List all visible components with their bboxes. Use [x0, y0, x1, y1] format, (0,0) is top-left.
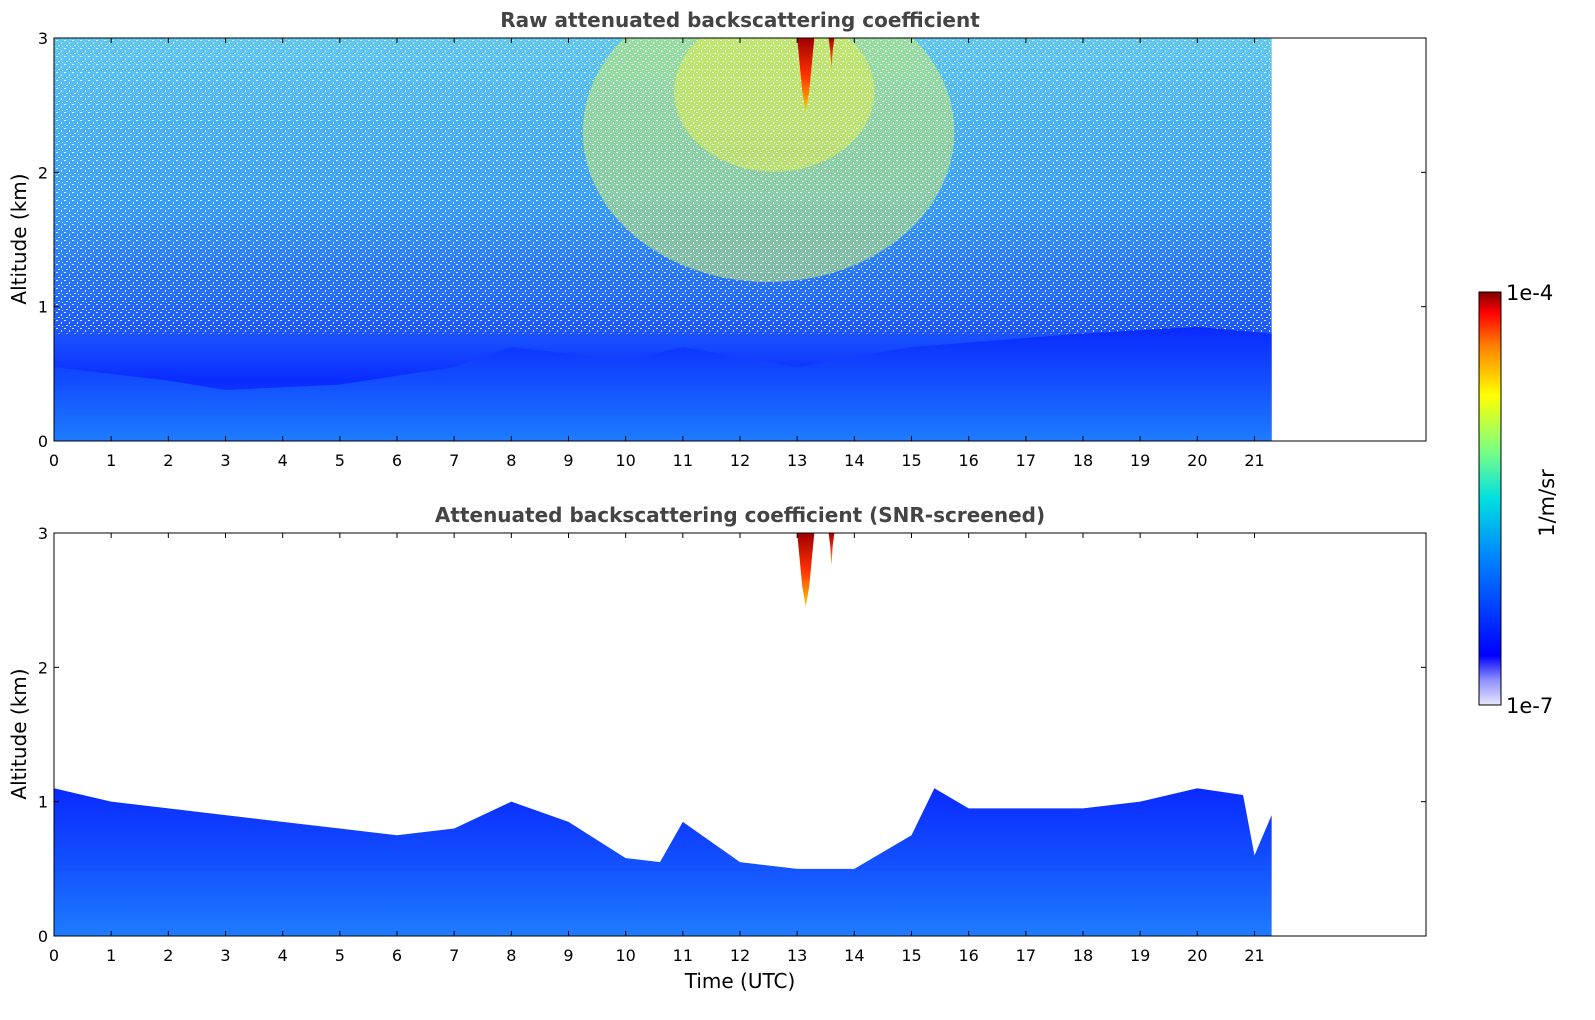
x-tick-label: 0	[49, 946, 59, 965]
x-tick-label: 9	[563, 946, 573, 965]
x-tick-label: 15	[901, 946, 921, 965]
x-tick-label: 5	[335, 451, 345, 470]
y-tick-label: 1	[38, 298, 48, 317]
panel-title: Attenuated backscattering coefficient (S…	[435, 503, 1045, 527]
x-tick-label: 4	[278, 946, 288, 965]
boundary-layer	[54, 326, 1272, 441]
x-tick-label: 13	[787, 946, 807, 965]
x-tick-label: 12	[730, 451, 750, 470]
x-tick-label: 4	[278, 451, 288, 470]
y-tick-label: 1	[38, 793, 48, 812]
y-axis-label: Altitude (km)	[7, 173, 31, 304]
cloud-features	[797, 533, 835, 607]
y-tick-label: 3	[38, 524, 48, 543]
x-tick-label: 8	[506, 946, 516, 965]
x-tick-label: 0	[49, 451, 59, 470]
x-axis-ticks: 0 1 2 3 4 5 6 7 8 9 10 11 12 13 14 15 16 17 18 19 20 21	[49, 38, 1265, 470]
noise-speckle	[54, 38, 1272, 334]
x-tick-label: 6	[392, 451, 402, 470]
x-tick-label: 14	[844, 451, 864, 470]
x-tick-label: 3	[220, 451, 230, 470]
cloud-feature	[797, 38, 815, 112]
colorbar-min-label: 1e-7	[1506, 694, 1553, 718]
x-tick-label: 17	[1016, 451, 1036, 470]
colorbar-units-label: 1/m/sr	[1535, 469, 1559, 537]
x-tick-label: 7	[449, 451, 459, 470]
x-tick-label: 9	[563, 451, 573, 470]
y-axis-ticks: 0 1 2 3	[38, 524, 1426, 946]
panel-title: Raw attenuated backscattering coefficien…	[500, 8, 980, 32]
y-axis-label: Altitude (km)	[7, 668, 31, 799]
y-tick-label: 2	[38, 658, 48, 677]
x-tick-label: 11	[673, 946, 693, 965]
snr-screened-panel: Attenuated backscattering coefficient (S…	[7, 503, 1427, 993]
x-tick-label: 13	[787, 451, 807, 470]
x-tick-label: 10	[615, 946, 635, 965]
y-tick-label: 2	[38, 163, 48, 182]
x-tick-label: 6	[392, 946, 402, 965]
y-tick-label: 0	[38, 927, 48, 946]
cloud-feature	[797, 533, 815, 607]
x-tick-label: 21	[1244, 946, 1264, 965]
colorbar-gradient	[1478, 291, 1502, 706]
x-tick-label: 16	[958, 451, 978, 470]
x-tick-label: 19	[1130, 451, 1150, 470]
x-tick-label: 15	[901, 451, 921, 470]
x-tick-label: 18	[1073, 451, 1093, 470]
x-tick-label: 2	[163, 946, 173, 965]
y-tick-label: 0	[38, 432, 48, 451]
x-tick-label: 20	[1187, 946, 1207, 965]
x-tick-label: 20	[1187, 451, 1207, 470]
colorbar: 1e-4 1e-7 1/m/sr	[1478, 281, 1559, 718]
y-axis-ticks: 0 1 2 3	[38, 29, 1426, 451]
x-tick-label: 2	[163, 451, 173, 470]
heatmap-area	[54, 38, 1272, 441]
x-tick-label: 11	[673, 451, 693, 470]
x-tick-label: 8	[506, 451, 516, 470]
x-axis-ticks: 0 1 2 3 4 5 6 7 8 9 10 11 12 13 14 15 16 17 18 19 20 21	[49, 533, 1265, 965]
cloud-feature	[828, 533, 835, 567]
x-axis-label: Time (UTC)	[684, 969, 796, 993]
x-tick-label: 7	[449, 946, 459, 965]
screened-signal	[54, 788, 1272, 936]
x-tick-label: 19	[1130, 946, 1150, 965]
x-tick-label: 21	[1244, 451, 1264, 470]
x-tick-label: 16	[958, 946, 978, 965]
y-tick-label: 3	[38, 29, 48, 48]
raw-backscatter-panel: Raw attenuated backscattering coefficien…	[7, 8, 1427, 470]
x-tick-label: 12	[730, 946, 750, 965]
cloud-feature	[828, 38, 835, 72]
x-tick-label: 5	[335, 946, 345, 965]
x-tick-label: 10	[615, 451, 635, 470]
x-tick-label: 3	[220, 946, 230, 965]
colorbar-max-label: 1e-4	[1506, 281, 1553, 305]
x-tick-label: 17	[1016, 946, 1036, 965]
x-tick-label: 18	[1073, 946, 1093, 965]
x-tick-label: 14	[844, 946, 864, 965]
x-tick-label: 1	[106, 946, 116, 965]
x-tick-label: 1	[106, 451, 116, 470]
cloud-features	[797, 38, 835, 112]
heatmap-area	[54, 533, 1272, 936]
